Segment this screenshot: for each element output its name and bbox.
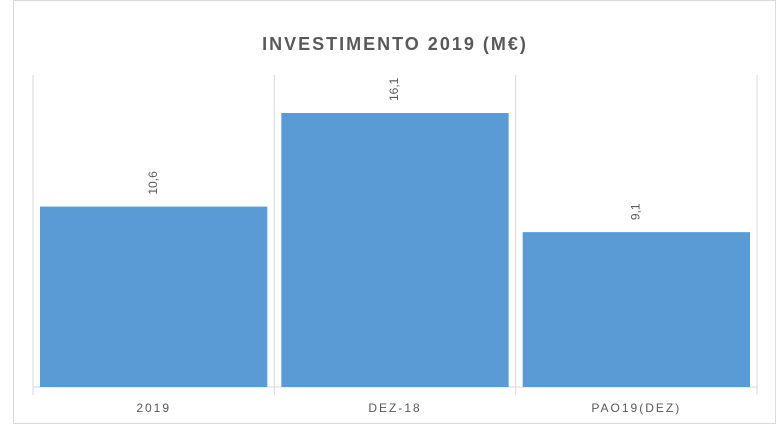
value-label: 9,1 (629, 203, 643, 220)
x-tick-label: DEZ-18 (368, 401, 421, 415)
bar (522, 232, 750, 387)
bar (40, 206, 268, 387)
x-tick-label: PAO19(DEZ) (591, 401, 681, 415)
value-label: 10,6 (146, 171, 160, 195)
chart-title: INVESTIMENTO 2019 (M€) (262, 34, 528, 54)
value-label: 16,1 (387, 77, 401, 101)
x-tick-label: 2019 (136, 401, 171, 415)
bar (281, 113, 509, 387)
